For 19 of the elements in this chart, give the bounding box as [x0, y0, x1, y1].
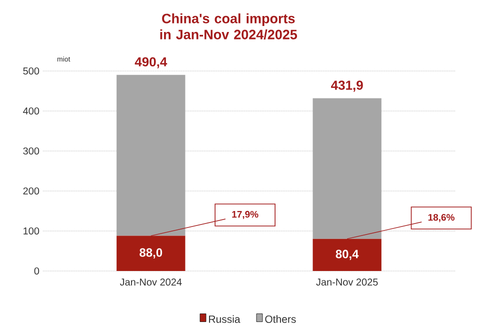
y-tick-label: 100 [24, 227, 40, 235]
data-label: 88,0 [140, 248, 162, 258]
y-tick-label: 300 [23, 147, 40, 155]
y-tick-label: 0 [34, 267, 40, 275]
legend-label: Russia [209, 315, 240, 323]
y-tick-label: 500 [23, 67, 40, 75]
x-tick-label: Jan-Nov 2024 [120, 278, 182, 286]
annotation: 17,9% [232, 210, 258, 220]
bar [312, 98, 382, 239]
total-label: 431,9 [331, 80, 363, 92]
y-tick-label: 400 [23, 107, 40, 115]
data-label: 80,4 [336, 250, 359, 260]
bar [116, 74, 186, 236]
legend-label: Others [265, 315, 296, 323]
x-tick-label: Jan-Nov 2025 [316, 278, 378, 286]
chart-title: China's coal imports in Jan-Nov 2024/2025 [160, 13, 298, 40]
y-tick-label: 200 [23, 187, 40, 195]
total-label: 490,4 [134, 57, 168, 68]
annotation: 18,6% [428, 214, 454, 222]
